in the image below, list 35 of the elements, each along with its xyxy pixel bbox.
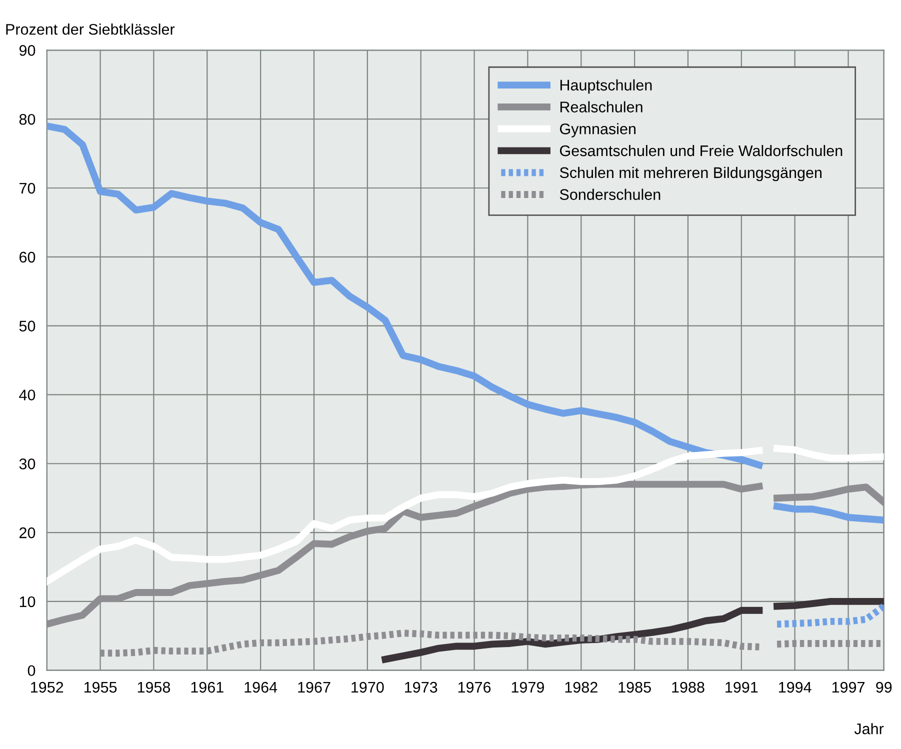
- x-tick-label: 1982: [565, 682, 598, 693]
- x-tick-label: 1955: [84, 682, 117, 693]
- x-tick-label: 1952: [31, 682, 64, 693]
- legend-label: Schulen mit mehreren Bildungsgängen: [560, 166, 822, 182]
- x-tick-label: 1958: [138, 682, 170, 693]
- y-tick-label: 70: [20, 182, 36, 194]
- x-tick-label: 99: [876, 682, 892, 693]
- x-tick-label: 1997: [832, 682, 864, 693]
- y-tick-label: 60: [20, 252, 36, 263]
- legend-label: Realschulen: [560, 101, 642, 112]
- x-tick-label: 1976: [458, 682, 491, 693]
- y-axis-title: Prozent der Siebtklässler: [6, 24, 175, 35]
- legend-label: Gymnasien: [560, 123, 636, 138]
- x-tick-label: 1973: [405, 682, 438, 693]
- x-tick-label: 1985: [618, 682, 651, 693]
- legend-label: Gesamtschulen und Freie Waldorfschulen: [560, 144, 842, 156]
- y-tick-label: 0: [28, 665, 36, 676]
- x-tick-label: 1988: [672, 682, 704, 693]
- x-tick-label: 1970: [352, 682, 384, 693]
- y-tick-label: 50: [19, 320, 36, 332]
- x-axis-title: Jahr: [854, 723, 884, 734]
- y-tick-label: 80: [19, 114, 36, 125]
- x-tick-label: 1979: [512, 682, 544, 693]
- x-tick-label: 1961: [191, 682, 224, 693]
- y-tick-label: 90: [19, 45, 36, 56]
- y-tick-label: 40: [19, 390, 36, 400]
- y-tick-label: 20: [20, 527, 36, 538]
- x-tick-label: 1964: [244, 682, 278, 693]
- x-tick-label: 1967: [298, 682, 330, 693]
- y-tick-label: 10: [20, 596, 36, 608]
- legend-label: Hauptschulen: [560, 79, 652, 94]
- x-tick-label: 1994: [779, 682, 812, 693]
- y-tick-label: 30: [19, 458, 36, 470]
- x-tick-label: 1991: [726, 682, 758, 693]
- legend-label: Sonderschulen: [560, 188, 660, 200]
